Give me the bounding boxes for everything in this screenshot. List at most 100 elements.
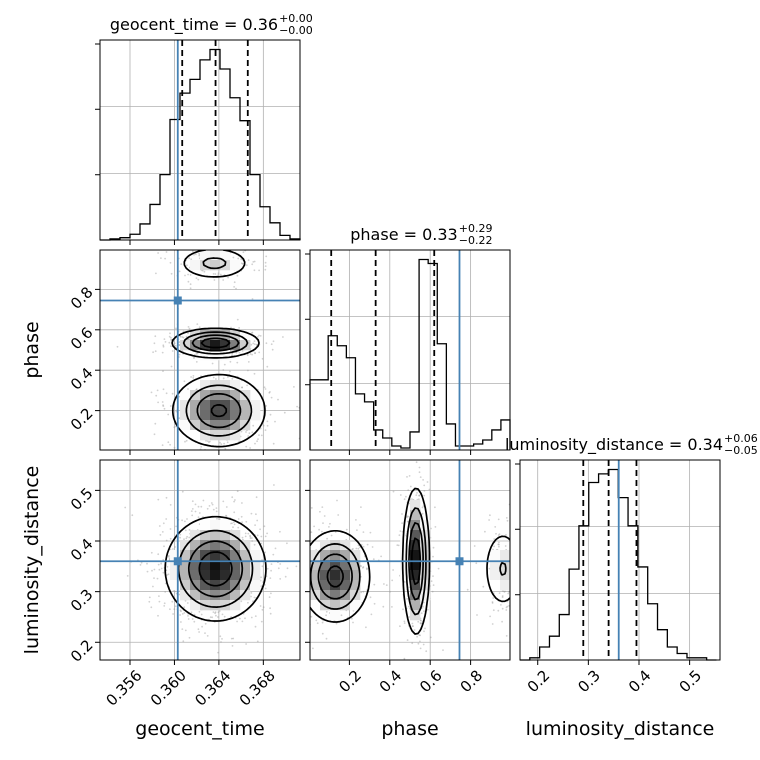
sample-point	[423, 630, 425, 633]
sample-point	[185, 537, 188, 540]
sample-point	[166, 574, 169, 576]
sample-point	[192, 377, 195, 379]
sample-point	[187, 273, 190, 276]
sample-point	[260, 585, 263, 588]
sample-point	[300, 531, 302, 533]
sample-point	[419, 622, 422, 624]
density-bin	[200, 520, 211, 531]
sample-point	[163, 605, 166, 607]
ticks-0-1	[95, 288, 264, 455]
sample-point	[196, 323, 199, 325]
sample-point	[174, 605, 177, 608]
sample-point	[484, 530, 486, 533]
sample-point	[186, 518, 188, 520]
sample-point	[208, 247, 210, 249]
sample-point	[173, 608, 176, 610]
sample-point	[432, 575, 434, 577]
sample-point	[217, 611, 220, 614]
sample-point	[179, 609, 182, 612]
sample-point	[131, 514, 134, 517]
sample-point	[247, 601, 249, 604]
sample-point	[411, 457, 413, 459]
sample-point	[279, 563, 282, 565]
density-bin	[410, 520, 421, 531]
sample-point	[493, 545, 495, 548]
density-bin	[500, 570, 510, 581]
sample-point	[204, 453, 206, 455]
sample-point	[183, 538, 185, 541]
density-bin	[190, 540, 201, 551]
sample-point	[401, 522, 403, 524]
sample-point	[174, 344, 177, 347]
sample-point	[335, 622, 338, 625]
sample-point	[411, 622, 414, 625]
sample-point	[286, 542, 288, 545]
sample-point	[274, 420, 276, 423]
sample-point	[214, 246, 216, 248]
y-axis-label-luminosity_distance: luminosity_distance	[21, 466, 43, 655]
sample-point	[295, 565, 298, 568]
density-bin	[230, 420, 241, 431]
sample-point	[189, 287, 192, 290]
sample-point	[214, 612, 217, 615]
density-bin	[240, 560, 251, 571]
sample-point	[403, 581, 406, 583]
sample-point	[222, 500, 225, 503]
sample-point	[296, 405, 298, 408]
density-bin	[340, 550, 351, 561]
density-bin	[320, 540, 331, 551]
density-bin	[190, 590, 201, 601]
sample-point	[272, 553, 275, 556]
sample-point	[399, 625, 401, 628]
density-bin	[180, 570, 191, 581]
x-tick-label: 0.364	[191, 666, 234, 709]
sample-point	[417, 642, 420, 645]
sample-point	[321, 530, 323, 533]
sample-point	[193, 253, 195, 256]
sample-point	[198, 631, 201, 633]
sample-point	[272, 442, 275, 445]
density-bin	[230, 410, 241, 421]
sample-point	[255, 343, 258, 346]
sample-point	[422, 643, 425, 646]
sample-point	[325, 614, 327, 617]
sample-point	[505, 517, 508, 519]
sample-point	[256, 519, 259, 522]
density-bin	[200, 570, 211, 581]
sample-point	[184, 629, 187, 632]
sample-point	[305, 581, 307, 583]
sample-point	[198, 610, 201, 613]
sample-point	[351, 617, 353, 620]
sample-point	[202, 499, 205, 502]
density-bin	[240, 410, 251, 421]
sample-point	[423, 494, 426, 497]
sample-point	[233, 523, 236, 526]
density-bin	[210, 420, 221, 431]
sample-point	[226, 441, 229, 444]
sample-point	[383, 583, 385, 585]
y-axis-label-phase: phase	[21, 321, 43, 378]
sample-point	[406, 476, 408, 478]
y-tick-label: 0.2	[67, 404, 97, 434]
sample-point	[197, 628, 200, 631]
density-bin	[200, 580, 211, 591]
density-bin	[230, 380, 241, 391]
sample-point	[206, 507, 209, 510]
sample-point	[266, 532, 268, 535]
sample-point	[265, 405, 268, 407]
sample-point	[168, 335, 171, 338]
sample-point	[162, 344, 165, 347]
sample-point	[163, 545, 165, 548]
sample-point	[352, 621, 354, 624]
sample-point	[217, 616, 219, 618]
sample-point	[155, 272, 157, 275]
sample-point	[186, 535, 189, 538]
sample-point	[167, 441, 170, 444]
sample-point	[194, 503, 197, 506]
sample-point	[256, 440, 258, 443]
sample-point	[198, 326, 201, 329]
sample-point	[315, 619, 318, 622]
sample-point	[197, 505, 200, 508]
sample-point	[220, 443, 223, 445]
sample-point	[150, 391, 153, 394]
